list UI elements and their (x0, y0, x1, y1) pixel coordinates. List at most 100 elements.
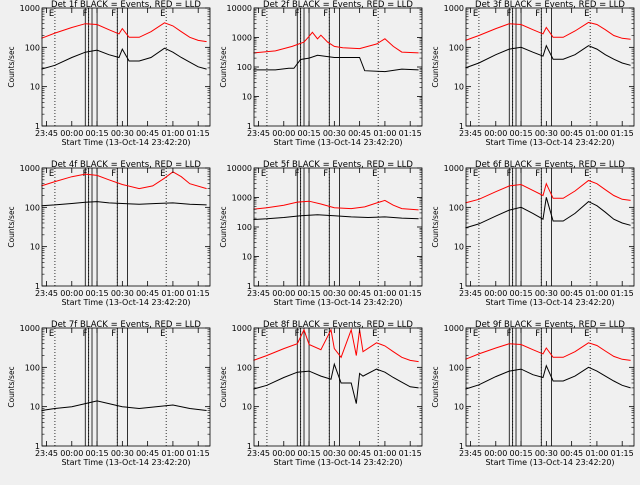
y-tick-label: 1 (247, 442, 252, 451)
y-axis-label: Counts/sec (219, 46, 228, 87)
series-line (465, 44, 631, 69)
y-tick-label: 10 (454, 243, 464, 252)
y-tick-label: 10000 (227, 164, 252, 173)
y-tick-label: 1 (35, 442, 40, 451)
y-tick-label: 10 (242, 403, 252, 412)
series-line (465, 21, 631, 41)
x-tick-label: 01:00 (161, 449, 184, 458)
y-tick-label: 1000 (20, 4, 40, 13)
x-tick-label: 01:00 (161, 129, 184, 138)
x-tick-label: 00:30 (323, 289, 346, 298)
interval-marker-label: F (535, 329, 540, 339)
interval-marker-label: E (160, 329, 165, 339)
interval-marker-label: F (535, 9, 540, 19)
x-axis-label: Start Time (13-Oct-14 23:42:20) (61, 298, 190, 307)
interval-marker-label: E (584, 9, 589, 19)
interval-marker-label: E (584, 329, 589, 339)
x-tick-label: 00:15 (510, 129, 533, 138)
interval-marker-label: E (372, 329, 377, 339)
interval-marker-label: E (473, 329, 478, 339)
plot-frame (253, 167, 423, 287)
interval-marker-label: E (49, 169, 54, 179)
x-tick-label: 00:15 (86, 289, 109, 298)
y-tick-label: 1 (459, 442, 464, 451)
interval-marker-label: F (83, 329, 88, 339)
y-tick-label: 1 (247, 282, 252, 291)
interval-marker-label: E (372, 9, 377, 19)
series-line (253, 199, 419, 211)
y-tick-label: 1 (35, 122, 40, 131)
x-tick-label: 00:00 (484, 129, 507, 138)
x-axis-label: Start Time (13-Oct-14 23:42:20) (273, 458, 402, 467)
y-axis-label: Counts/sec (7, 366, 16, 407)
plot-frame (465, 167, 635, 287)
x-tick-label: 00:00 (484, 289, 507, 298)
x-tick-label: 00:00 (60, 449, 83, 458)
x-tick-label: 00:30 (535, 129, 558, 138)
x-tick-label: 01:00 (373, 289, 396, 298)
interval-marker-label: E (49, 329, 54, 339)
x-tick-label: 00:30 (535, 449, 558, 458)
x-tick-label: 00:30 (535, 289, 558, 298)
x-axis-label: Start Time (13-Oct-14 23:42:20) (485, 298, 614, 307)
y-tick-label: 1000 (20, 164, 40, 173)
series-line (465, 179, 631, 204)
interval-marker-label: F (111, 9, 116, 19)
y-tick-label: 100 (449, 43, 464, 52)
y-tick-label: 1 (247, 122, 252, 131)
x-tick-label: 00:30 (111, 289, 134, 298)
chart-title: Det 3f BLACK = Events, RED = LLD (475, 0, 625, 10)
interval-marker-label: F (111, 329, 116, 339)
interval-marker-label: F (535, 169, 540, 179)
x-tick-label: 23:45 (459, 289, 482, 298)
x-tick-label: 23:45 (35, 129, 58, 138)
x-tick-label: 00:00 (272, 449, 295, 458)
series-line (465, 342, 631, 361)
y-tick-label: 10 (30, 403, 40, 412)
y-tick-label: 10 (242, 93, 252, 102)
x-tick-label: 23:45 (459, 449, 482, 458)
x-tick-label: 00:45 (136, 449, 159, 458)
interval-marker-label: F (323, 329, 328, 339)
x-tick-label: 00:45 (560, 129, 583, 138)
y-tick-label: 10 (454, 403, 464, 412)
chart-title: Det 6f BLACK = Events, RED = LLD (475, 160, 625, 170)
y-tick-label: 1 (35, 282, 40, 291)
x-tick-label: 00:30 (111, 129, 134, 138)
x-tick-label: 00:15 (298, 289, 321, 298)
y-tick-label: 10000 (227, 4, 252, 13)
x-tick-label: 01:15 (187, 129, 210, 138)
x-tick-label: 00:45 (348, 129, 371, 138)
x-axis-label: Start Time (13-Oct-14 23:42:20) (61, 458, 190, 467)
series-line (253, 214, 419, 220)
chart-title: Det 9f BLACK = Events, RED = LLD (475, 320, 625, 330)
series-line (253, 327, 419, 363)
y-axis-label: Counts/sec (431, 366, 440, 407)
y-tick-label: 10 (30, 83, 40, 92)
x-tick-label: 01:15 (187, 289, 210, 298)
interval-marker-label: F (507, 169, 512, 179)
chart-title: Det 7f BLACK = Events, RED = LLD (51, 320, 201, 330)
interval-marker-label: E (261, 169, 266, 179)
x-tick-label: 00:45 (136, 129, 159, 138)
x-tick-label: 00:00 (60, 129, 83, 138)
plot-frame (253, 327, 423, 447)
x-axis-label: Start Time (13-Oct-14 23:42:20) (485, 138, 614, 147)
x-tick-label: 00:00 (272, 129, 295, 138)
y-tick-label: 100 (449, 203, 464, 212)
y-axis-label: Counts/sec (431, 46, 440, 87)
interval-marker-label: F (323, 9, 328, 19)
interval-marker-label: E (160, 169, 165, 179)
interval-marker-label: F (111, 169, 116, 179)
y-tick-label: 10 (30, 243, 40, 252)
x-tick-label: 00:45 (560, 449, 583, 458)
x-tick-label: 00:30 (323, 449, 346, 458)
interval-marker-label: E (473, 169, 478, 179)
interval-marker-label: E (261, 329, 266, 339)
plot-frame (41, 167, 211, 287)
x-tick-label: 23:45 (247, 289, 270, 298)
